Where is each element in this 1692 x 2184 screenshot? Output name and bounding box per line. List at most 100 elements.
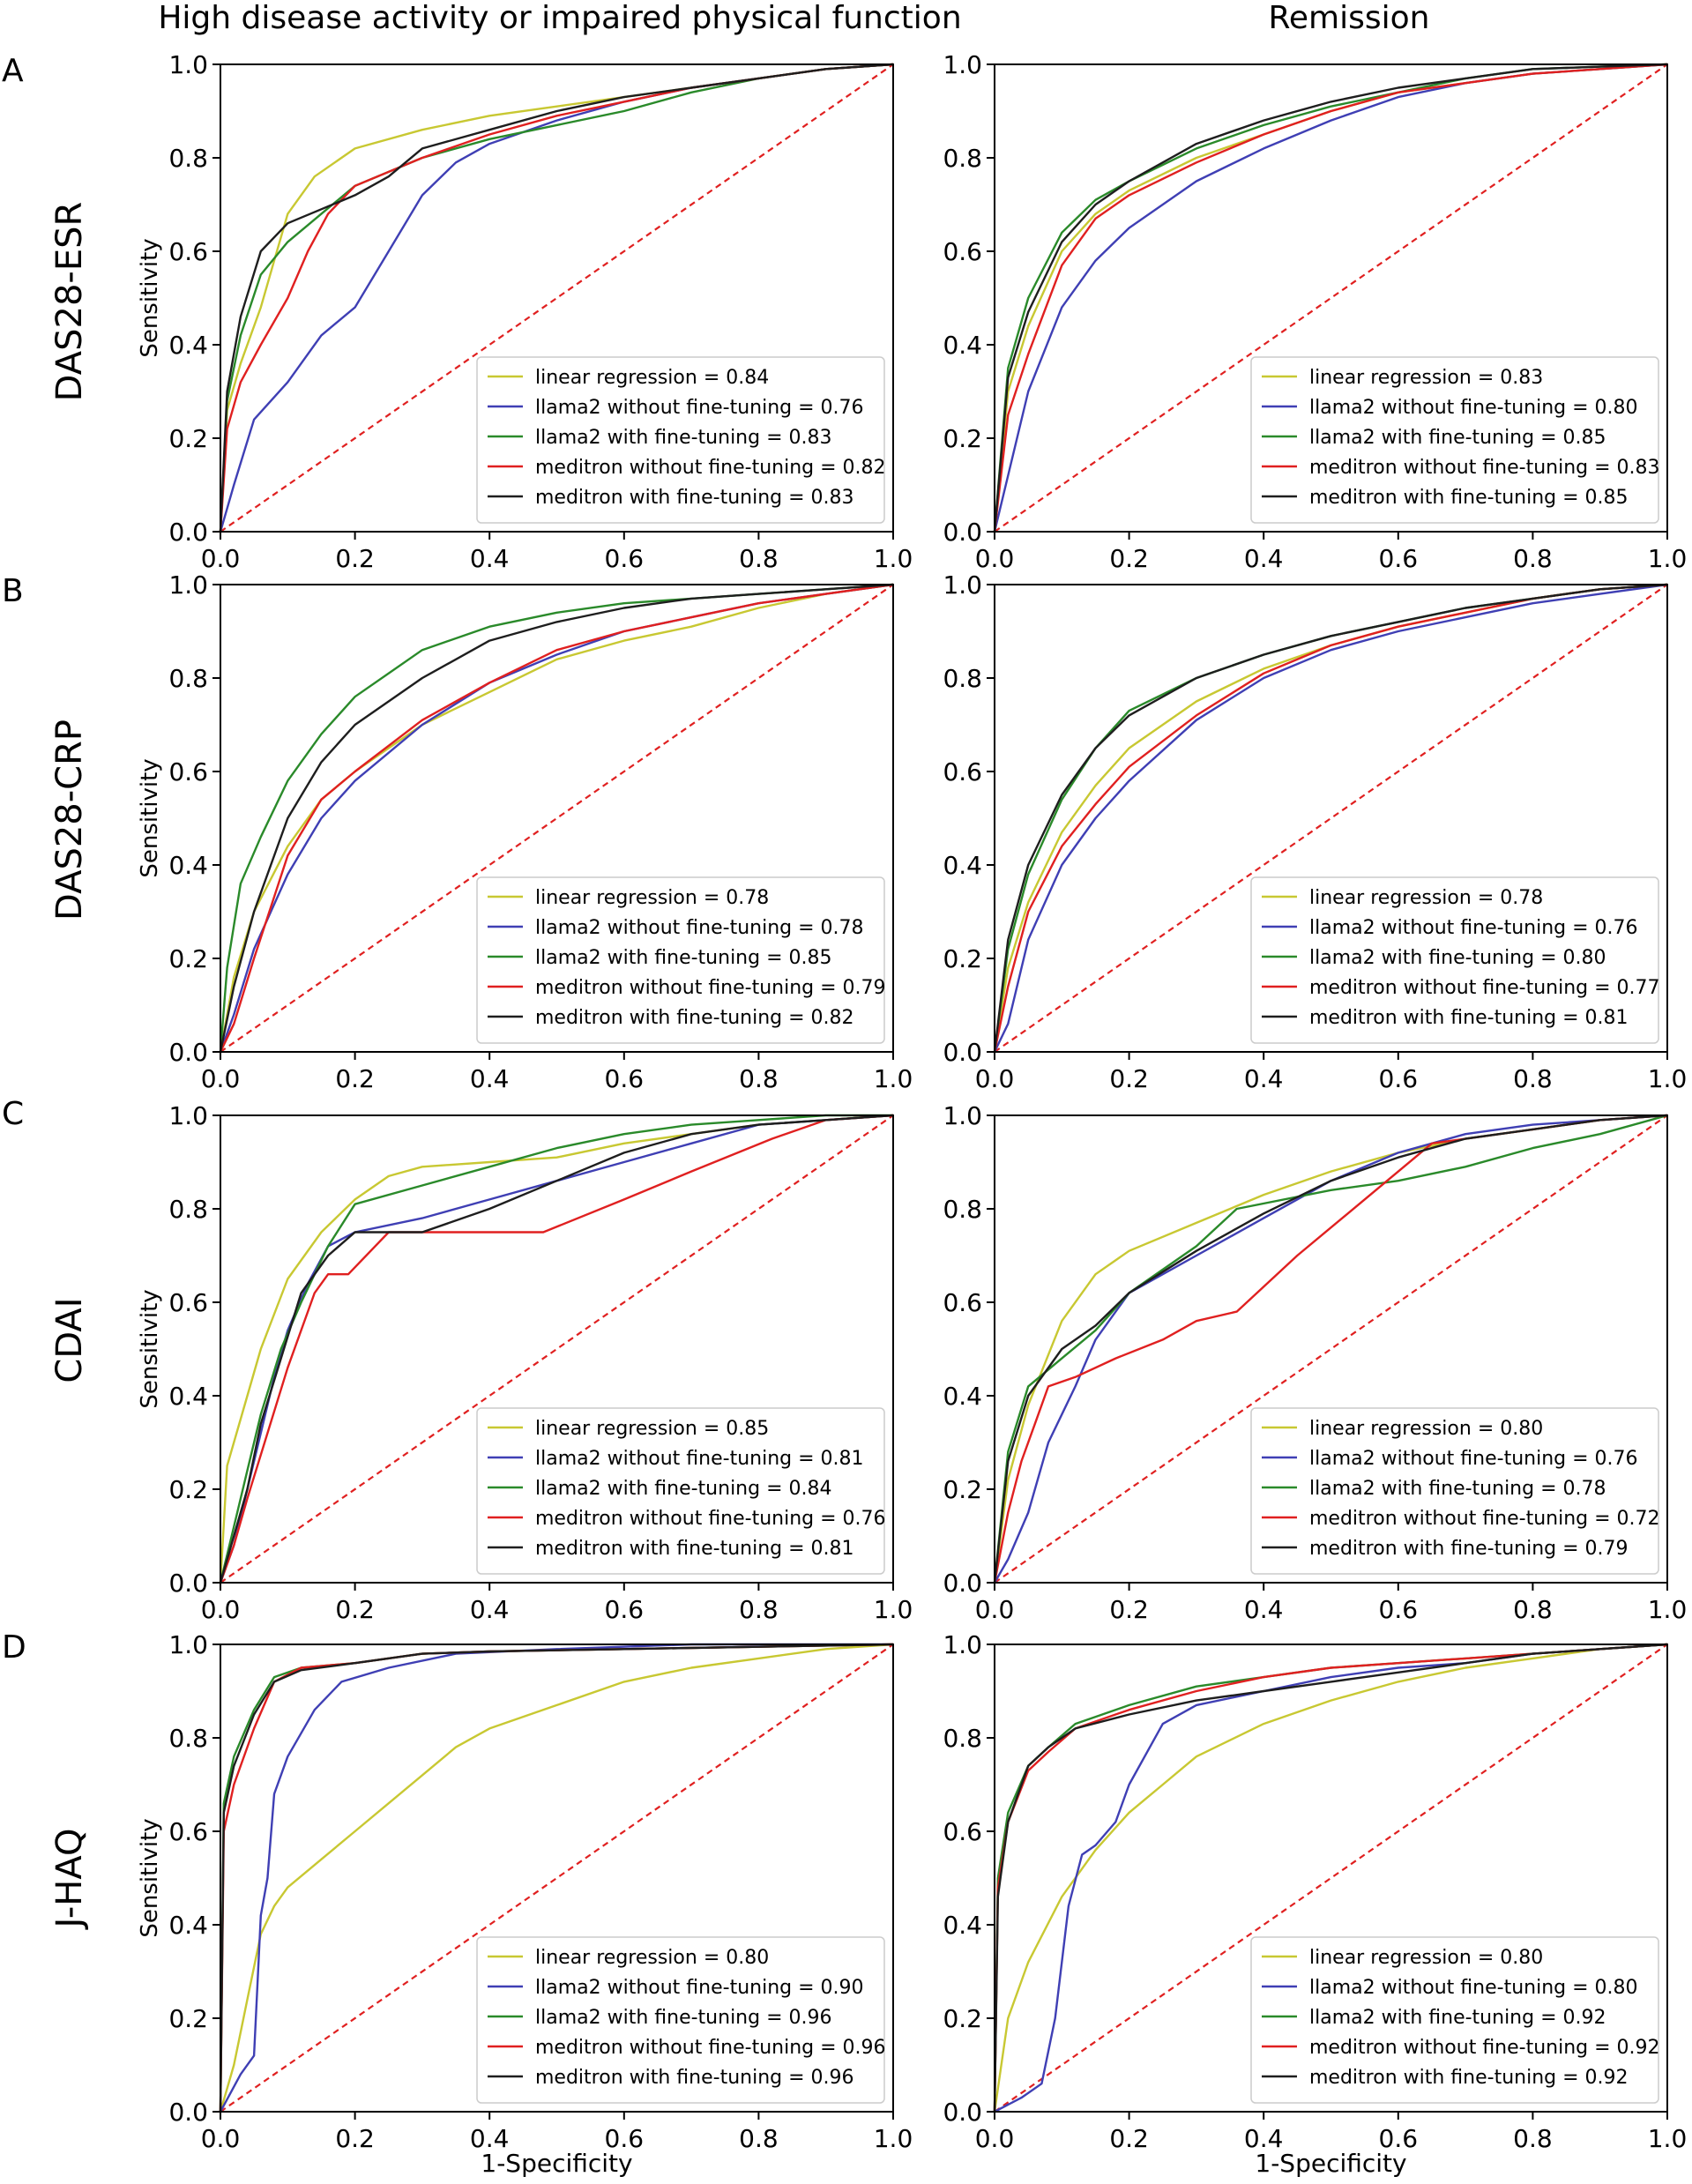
legend-label: llama2 with fine-tuning = 0.92 — [1309, 2007, 1606, 2029]
x-tick-label: 0.2 — [335, 2124, 375, 2153]
row-letter-b: B — [2, 573, 24, 609]
legend-label: linear regression = 0.85 — [535, 1418, 769, 1440]
x-tick-label: 0.0 — [201, 2124, 241, 2153]
y-tick-label: 0.0 — [943, 518, 982, 547]
legend: linear regression = 0.80 llama2 without f… — [476, 1936, 886, 2104]
legend-label: llama2 without fine-tuning = 0.76 — [535, 397, 864, 419]
y-tick-label: 0.2 — [943, 2004, 982, 2033]
y-tick-label: 0.8 — [168, 1724, 208, 1753]
x-tick-label: 0.6 — [1379, 2124, 1419, 2153]
legend-label: llama2 without fine-tuning = 0.80 — [1309, 1977, 1638, 1999]
legend-label: llama2 without fine-tuning = 0.76 — [1309, 917, 1638, 939]
y-tick-label: 0.4 — [168, 1382, 208, 1411]
x-tick-label: 0.4 — [470, 1595, 510, 1624]
x-tick-label: 0.8 — [1513, 2124, 1553, 2153]
roc-curve-meditron-with — [993, 1643, 1668, 2113]
chance-diagonal-line — [994, 1644, 1668, 2113]
x-tick-label: 0.4 — [470, 1064, 510, 1093]
legend-label: llama2 without fine-tuning = 0.80 — [1309, 397, 1638, 419]
roc-curve-meditron-without — [219, 583, 894, 1053]
roc-curve-meditron-with — [219, 63, 894, 533]
plot-frame — [220, 1114, 894, 1584]
y-tick-label: 0.8 — [943, 664, 982, 693]
y-tick-label: 1.0 — [943, 1101, 982, 1130]
roc-panel-b-right: 0.00.0 0.2 0.2 0.4 0.4 0.6 0.6 0.8 0.8 1.0 1.0 line… — [943, 570, 1687, 1093]
plot-frame — [220, 1644, 894, 2113]
y-tick-label: 0.6 — [168, 757, 208, 786]
x-tick-label: 0.2 — [1109, 544, 1149, 573]
x-tick-label: 0.0 — [975, 2124, 1015, 2153]
x-tick-label: 0.4 — [470, 2124, 510, 2153]
roc-panel-c-right: 0.00.0 0.2 0.2 0.4 0.4 0.6 0.6 0.8 0.8 1.0 1.0 line… — [943, 1101, 1687, 1624]
x-tick-label: 0.2 — [335, 1595, 375, 1624]
legend-label: linear regression = 0.80 — [1309, 1947, 1543, 1969]
y-tick-label: 1.0 — [943, 1630, 982, 1659]
legend-label: llama2 with fine-tuning = 0.85 — [535, 947, 832, 969]
legend: linear regression = 0.84 llama2 without f… — [476, 356, 886, 524]
chance-diagonal-line — [220, 584, 894, 1053]
y-tick-label: 0.8 — [168, 144, 208, 173]
y-tick-label: 0.2 — [168, 2004, 208, 2033]
legend-box — [476, 356, 885, 524]
x-tick-label: 0.2 — [1109, 1595, 1149, 1624]
legend-label: llama2 without fine-tuning = 0.76 — [1309, 1448, 1638, 1470]
legend: linear regression = 0.78 llama2 without f… — [476, 876, 886, 1044]
legend-label: linear regression = 0.84 — [535, 367, 769, 389]
y-tick-label: 0.4 — [168, 851, 208, 880]
legend-label: meditron with fine-tuning = 0.81 — [1309, 1007, 1629, 1029]
x-tick-label: 0.0 — [975, 1595, 1015, 1624]
y-tick-label: 0.0 — [943, 2098, 982, 2127]
legend: linear regression = 0.83 llama2 without f… — [1250, 356, 1660, 524]
y-tick-label: 0.8 — [943, 1195, 982, 1224]
y-tick-label: 1.0 — [943, 570, 982, 600]
x-tick-label: 1.0 — [874, 544, 913, 573]
legend-label: meditron without fine-tuning = 0.77 — [1309, 977, 1660, 999]
x-tick-label: 1.0 — [1648, 2124, 1688, 2153]
y-tick-label: 0.0 — [168, 1569, 208, 1598]
y-tick-label: 0.6 — [168, 1817, 208, 1846]
chance-diagonal-line — [220, 63, 894, 533]
row-letter-d: D — [2, 1629, 26, 1666]
legend-box — [476, 1936, 885, 2104]
y-tick-label: 0.4 — [943, 1911, 982, 1940]
legend-label: llama2 with fine-tuning = 0.78 — [1309, 1478, 1606, 1500]
y-tick-label: 0.6 — [168, 237, 208, 266]
roc-panel-b-left: 0.00.0 0.2 0.2 0.4 0.4 0.6 0.6 0.8 0.8 1.0 1.0 Sens… — [137, 570, 913, 1093]
plot-frame — [994, 584, 1668, 1053]
legend-label: llama2 without fine-tuning = 0.90 — [535, 1977, 864, 1999]
legend-label: meditron with fine-tuning = 0.96 — [535, 2067, 854, 2089]
x-tick-label: 0.2 — [1109, 1064, 1149, 1093]
plot-frame — [220, 63, 894, 533]
roc-curve-meditron-with — [993, 583, 1668, 1053]
legend-label: llama2 without fine-tuning = 0.81 — [535, 1448, 864, 1470]
y-tick-label: 0.8 — [168, 664, 208, 693]
x-tick-label: 1.0 — [1648, 1595, 1688, 1624]
x-tick-label: 0.6 — [605, 544, 645, 573]
column-header-right: Remission — [1269, 0, 1430, 36]
y-tick-label: 0.2 — [168, 944, 208, 973]
roc-curve-meditron-with — [993, 63, 1668, 533]
legend-label: meditron without fine-tuning = 0.72 — [1309, 1508, 1660, 1530]
legend-label: llama2 without fine-tuning = 0.78 — [535, 917, 864, 939]
roc-curve-meditron-without — [219, 1114, 894, 1584]
x-tick-label: 0.8 — [739, 2124, 779, 2153]
legend-label: meditron without fine-tuning = 0.83 — [1309, 457, 1660, 479]
plot-frame — [994, 1114, 1668, 1584]
x-tick-label: 0.4 — [1244, 544, 1284, 573]
roc-curve-llama2-without — [993, 583, 1668, 1053]
y-axis-label: Sensitivity — [137, 1818, 163, 1937]
x-tick-label: 0.8 — [1513, 1595, 1553, 1624]
y-tick-label: 1.0 — [943, 50, 982, 79]
legend-label: meditron without fine-tuning = 0.82 — [535, 457, 886, 479]
x-tick-label: 0.4 — [1244, 1595, 1284, 1624]
roc-panel-d-right: 0.00.0 0.2 0.2 0.4 0.4 0.6 0.6 0.8 0.8 1.0 1.0 1-Sp… — [943, 1630, 1687, 2178]
y-tick-label: 0.4 — [943, 331, 982, 360]
roc-curve-meditron-with — [993, 1114, 1668, 1584]
y-tick-label: 0.0 — [168, 2098, 208, 2127]
x-tick-label: 0.8 — [1513, 544, 1553, 573]
roc-curve-meditron-with — [219, 583, 894, 1053]
row-letter-c: C — [2, 1096, 24, 1132]
row-title-cdai: CDAI — [49, 1297, 90, 1383]
x-tick-label: 0.8 — [739, 1595, 779, 1624]
roc-curve-meditron-with — [219, 1114, 894, 1584]
